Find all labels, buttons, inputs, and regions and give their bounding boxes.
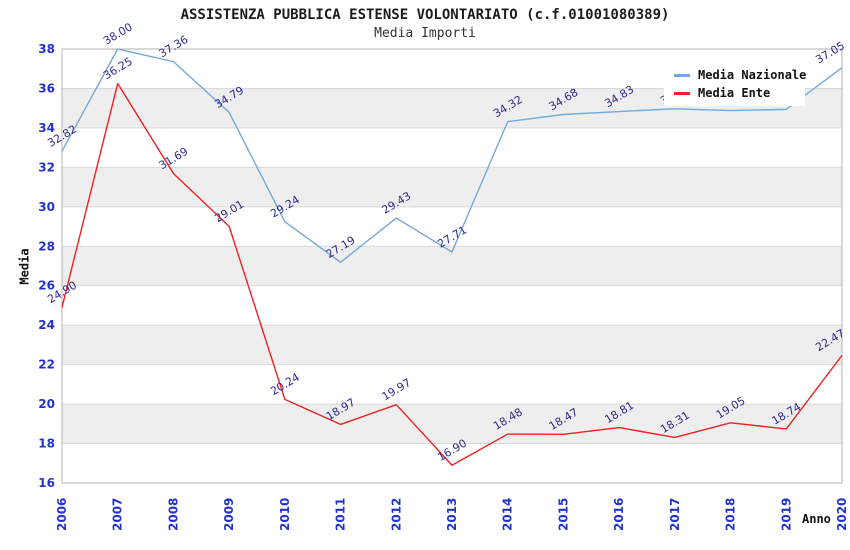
svg-text:2009: 2009	[222, 498, 236, 531]
svg-text:38.00: 38.00	[101, 20, 135, 47]
svg-text:20: 20	[38, 397, 55, 411]
svg-text:36: 36	[38, 81, 55, 95]
chart-subtitle: Media Importi	[374, 26, 476, 41]
svg-text:2012: 2012	[389, 498, 403, 531]
svg-text:2016: 2016	[612, 498, 626, 531]
chart-title: ASSISTENZA PUBBLICA ESTENSE VOLONTARIATO…	[180, 7, 670, 23]
svg-text:2020: 2020	[835, 498, 849, 531]
svg-text:2017: 2017	[668, 498, 682, 531]
svg-text:2011: 2011	[334, 498, 348, 531]
svg-text:34: 34	[38, 121, 55, 135]
legend-item-media-nazionale: Media Nazionale	[674, 66, 807, 84]
svg-text:19.97: 19.97	[380, 376, 414, 403]
svg-text:2015: 2015	[556, 498, 570, 531]
svg-text:2014: 2014	[501, 498, 515, 531]
svg-text:20.24: 20.24	[268, 371, 302, 398]
svg-text:24: 24	[38, 318, 55, 332]
legend-swatch-media-nazionale	[674, 73, 690, 77]
svg-text:37.36: 37.36	[157, 33, 191, 60]
x-axis-title: Anno	[802, 512, 831, 526]
svg-text:30: 30	[38, 200, 55, 214]
y-axis-title: Media	[17, 248, 32, 285]
svg-text:38: 38	[38, 42, 55, 56]
svg-text:36.25: 36.25	[101, 55, 135, 82]
svg-text:2010: 2010	[278, 498, 292, 531]
svg-text:2019: 2019	[779, 498, 793, 531]
legend-item-media-ente: Media Ente	[674, 84, 805, 102]
svg-text:22: 22	[38, 358, 55, 372]
legend-label: Media Nazionale	[698, 68, 807, 82]
legend-swatch-media-ente	[674, 91, 690, 95]
svg-text:16: 16	[38, 476, 55, 490]
svg-text:2008: 2008	[166, 498, 180, 531]
legend: Media Nazionale Media Ente	[664, 59, 807, 106]
svg-text:2007: 2007	[111, 498, 125, 531]
svg-text:28: 28	[38, 239, 55, 253]
legend-label: Media Ente	[698, 86, 771, 100]
svg-text:26: 26	[38, 279, 55, 293]
svg-text:2013: 2013	[445, 498, 459, 531]
svg-text:32: 32	[38, 160, 55, 174]
svg-text:18: 18	[38, 437, 55, 451]
svg-text:2006: 2006	[55, 498, 69, 531]
svg-text:2018: 2018	[724, 498, 738, 531]
